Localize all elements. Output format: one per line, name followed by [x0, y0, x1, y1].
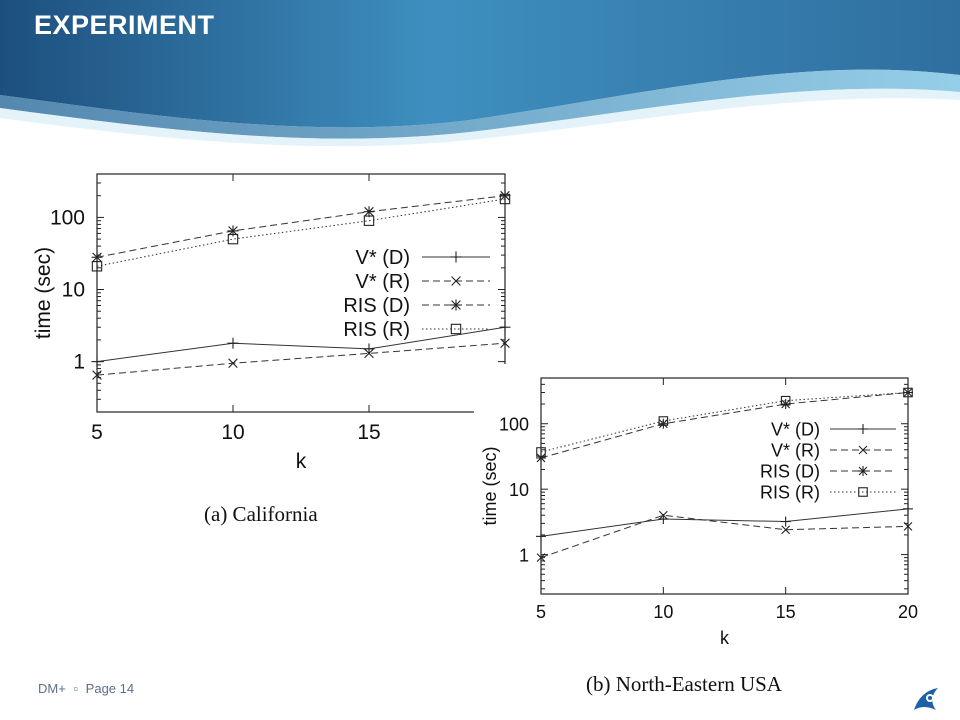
data-point [780, 516, 791, 527]
legend-label: V* (R) [771, 440, 820, 460]
legend-marker [858, 445, 868, 455]
x-tick-label: 10 [221, 421, 244, 444]
data-point [499, 190, 511, 202]
y-tick-label: 10 [62, 279, 85, 302]
series-north-eastern-usa-2 [536, 387, 913, 463]
y-tick-label: 1 [519, 546, 529, 566]
legend-label: RIS (R) [343, 319, 410, 341]
plot-frame [540, 377, 909, 595]
data-point [658, 416, 669, 426]
footer-separator: ▫ [73, 681, 79, 696]
data-point [536, 531, 546, 542]
y-axis-label: time (sec) [32, 247, 55, 339]
legend: V* (D)V* (R)RIS (D)RIS (R) [343, 247, 490, 341]
series-north-eastern-usa-1 [536, 510, 913, 562]
plot-frame [96, 173, 506, 413]
data-point [781, 525, 791, 535]
y-tick-label: 100 [50, 206, 85, 229]
data-point [780, 399, 791, 410]
series-line [540, 392, 909, 459]
data-point [536, 452, 546, 463]
data-point [364, 348, 374, 359]
x-tick-label: 10 [653, 602, 673, 622]
y-tick-label: 10 [509, 480, 529, 500]
chart-panel-california: 1 10 100 5 10 15 k time (sec) V* (D) V* (R) RIS (D… [26, 154, 528, 544]
y-tick-label: 1 [73, 351, 85, 374]
legend-label: V* (D) [771, 419, 820, 439]
series-line [96, 198, 506, 267]
legend-marker [858, 487, 868, 497]
data-point [91, 261, 103, 272]
footer: DM+ ▫ Page 14 [38, 681, 138, 696]
legend-marker [858, 466, 868, 476]
data-point [536, 553, 546, 562]
footer-brand: DM+ [38, 681, 66, 696]
series-line [540, 392, 909, 453]
data-point [499, 193, 511, 205]
legend-label: V* (D) [356, 247, 410, 269]
series-line [96, 195, 506, 258]
slide-title: EXPERIMENT [34, 10, 215, 40]
data-point [499, 321, 511, 333]
data-point [500, 338, 510, 348]
chart-caption-north-eastern-usa: (b) North-Eastern USA [586, 672, 782, 696]
data-point [227, 233, 239, 245]
series-line [540, 514, 909, 559]
legend-marker [450, 251, 462, 263]
legend-marker [858, 424, 868, 434]
x-axis-label: k [296, 450, 307, 473]
data-point [228, 358, 238, 369]
y-tick-label: 100 [499, 415, 529, 435]
x-tick-label: 15 [776, 602, 796, 622]
legend-marker [450, 323, 462, 335]
series-line [96, 342, 506, 376]
data-point [92, 370, 102, 380]
legend-label: RIS (D) [343, 295, 410, 317]
chart-panel-north-eastern-usa: 1 10 100 5 10 15 20 k time (sec) V* (D) V* (R) RIS … [474, 364, 956, 700]
chart-california: 1 10 100 5 10 15 k time (sec) V* (D)V* (R)RIS (D… [32, 173, 511, 473]
legend-label: V* (R) [356, 271, 410, 293]
company-logo-icon [914, 688, 938, 710]
data-point [363, 206, 375, 218]
x-tick-label: 15 [357, 421, 380, 444]
data-point [780, 395, 791, 406]
data-point [363, 343, 375, 355]
series-california-1 [92, 338, 510, 380]
header-banner [0, 0, 960, 147]
series-north-eastern-usa-3 [536, 387, 913, 457]
x-tick-label: 5 [536, 602, 546, 622]
data-point [903, 503, 913, 514]
series-line [540, 508, 909, 537]
legend: V* (D)V* (R)RIS (D)RIS (R) [760, 419, 896, 502]
legend-marker [450, 299, 462, 311]
x-axis-label: k [720, 628, 730, 648]
data-point [658, 510, 668, 520]
legend-marker [451, 276, 461, 286]
data-point [658, 418, 669, 429]
data-point [227, 337, 239, 349]
series-line [96, 326, 506, 363]
legend-label: RIS (R) [760, 482, 820, 502]
data-point [363, 215, 375, 226]
series-california-3 [91, 193, 511, 272]
data-point [903, 387, 913, 398]
series-california-2 [91, 190, 511, 263]
data-point [903, 521, 913, 531]
legend-label: RIS (D) [760, 461, 820, 481]
chart-caption-california: (a) California [204, 502, 318, 526]
data-point [91, 251, 103, 263]
footer-page-number: Page 14 [85, 681, 135, 696]
series-california-0 [91, 321, 511, 368]
y-axis-label: time (sec) [480, 446, 500, 525]
x-tick-label: 5 [91, 421, 103, 444]
data-point [536, 447, 546, 457]
data-point [91, 356, 103, 368]
x-tick-label: 20 [898, 602, 918, 622]
